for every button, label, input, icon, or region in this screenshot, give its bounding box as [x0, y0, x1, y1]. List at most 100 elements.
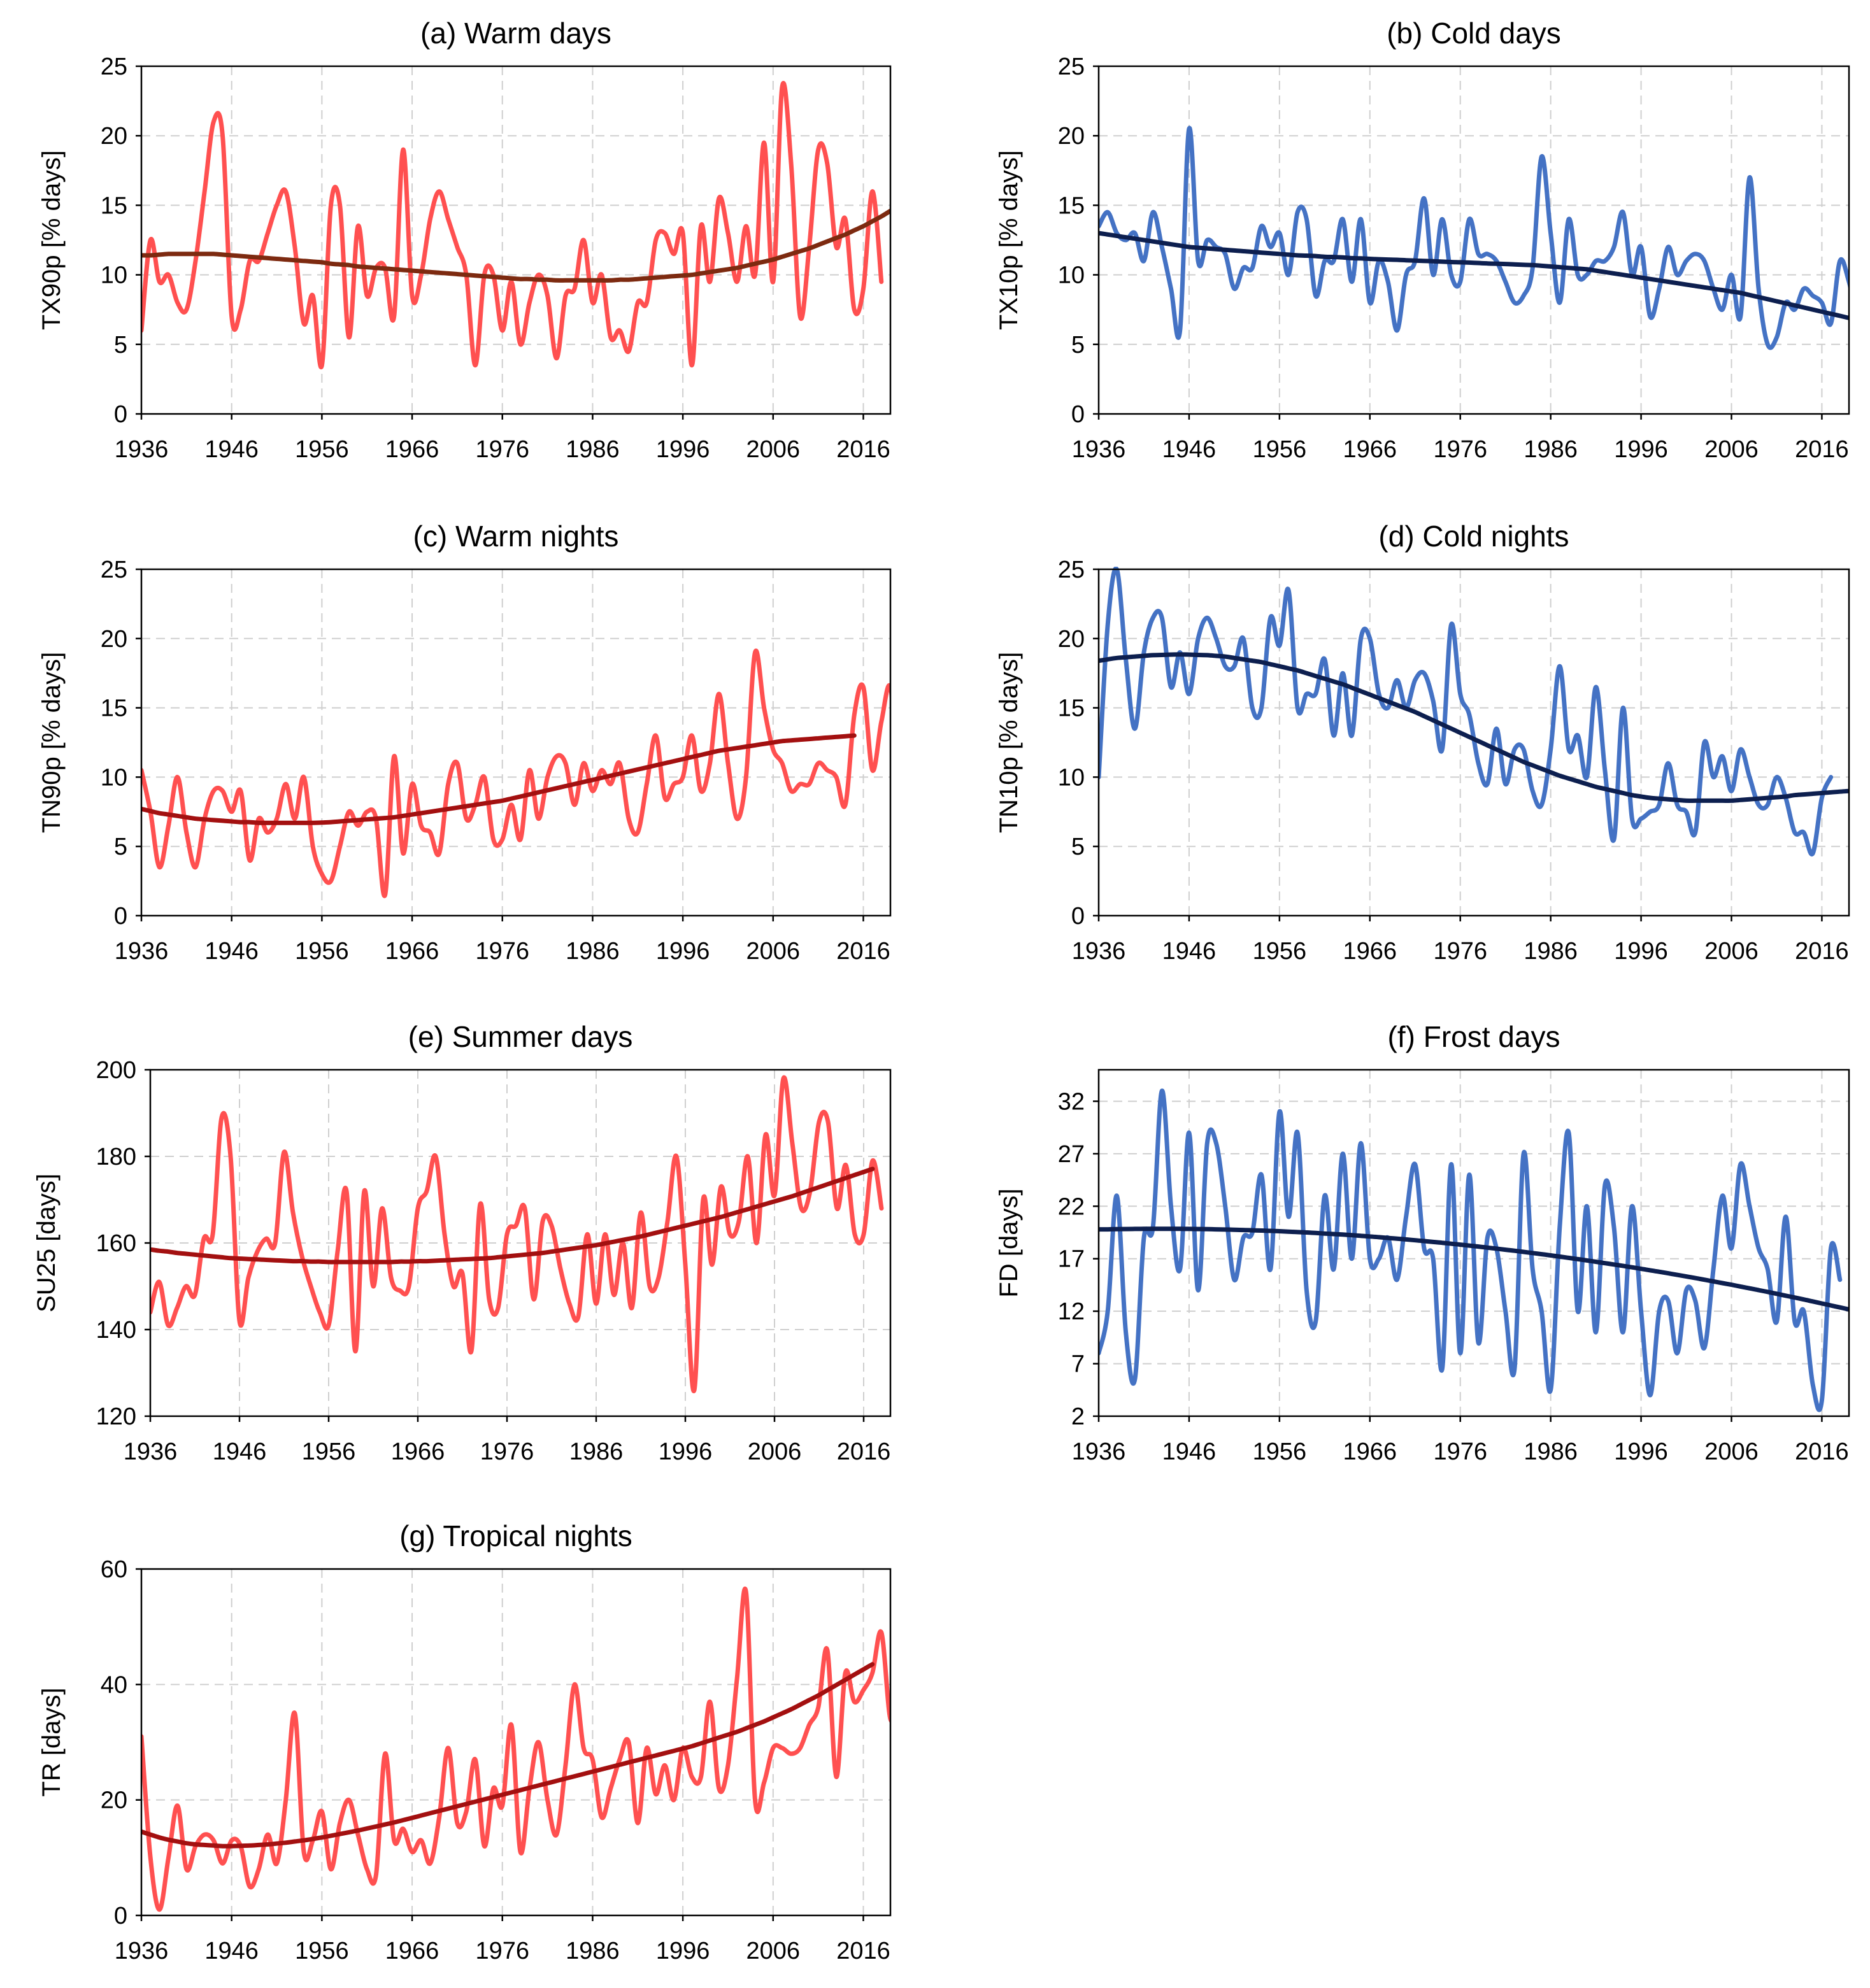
panel-e: (e) Summer days 1936 1946 1956 1966 1976 1986 1…: [32, 1020, 892, 1465]
y-tick-label: 10: [101, 262, 127, 289]
x-tick-label: 1976: [475, 1938, 529, 1964]
panel-c: (c) Warm nights 1936 1946 1956 1966 1976 1986 1…: [38, 520, 892, 965]
trend-series-line: [141, 208, 890, 283]
y-axis-label: TR [days]: [38, 1687, 66, 1796]
x-tick-label: 2016: [836, 1938, 890, 1964]
x-tick-label: 2006: [746, 436, 801, 463]
y-tick-label: 5: [1071, 332, 1085, 359]
x-tick-label: 1976: [480, 1438, 534, 1465]
chart-title: (g) Tropical nights: [399, 1519, 632, 1552]
y-tick-label: 15: [1058, 695, 1085, 722]
x-tick-label: 2006: [746, 938, 801, 965]
x-tick-label: 2016: [836, 938, 890, 965]
x-tick-label: 1966: [391, 1438, 445, 1465]
y-tick-label: 2: [1071, 1403, 1085, 1430]
plot-frame: [1097, 1069, 1850, 1417]
x-tick-label: 1996: [659, 1438, 713, 1465]
panel-f: (f) Frost days 1936 1946 1956 1966 1976 1986 19…: [995, 1020, 1850, 1465]
annual-series-line: [141, 648, 890, 898]
x-tick-label: 1956: [295, 1938, 349, 1964]
x-tick-label: 1936: [115, 436, 169, 463]
x-tick-label: 1966: [385, 1938, 439, 1964]
x-tick-label: 1966: [1343, 1438, 1397, 1465]
y-tick-label: 10: [101, 764, 127, 791]
chart-title: (c) Warm nights: [413, 520, 619, 553]
trend-series-line: [150, 1167, 875, 1265]
y-tick-label: 25: [1058, 557, 1085, 583]
y-axis-label: TX90p [% days]: [38, 150, 66, 330]
y-tick-label: 32: [1058, 1088, 1085, 1115]
x-tick-label: 1986: [566, 1938, 620, 1964]
y-tick-label: 12: [1058, 1298, 1085, 1325]
panel-b: (b) Cold days 1936 1946 1956 1966 1976 1986 199…: [995, 17, 1850, 463]
x-tick-label: 1946: [213, 1438, 267, 1465]
trend-series-line: [1099, 652, 1849, 803]
x-tick-label: 1936: [115, 938, 169, 965]
chart-title: (d) Cold nights: [1378, 520, 1569, 553]
x-tick-label: 2016: [837, 1438, 891, 1465]
y-tick-label: 5: [114, 332, 127, 359]
x-tick-label: 1946: [204, 1938, 259, 1964]
trend-series-line: [1099, 1226, 1849, 1312]
x-tick-label: 1936: [1072, 938, 1126, 965]
x-tick-label: 2006: [746, 1938, 801, 1964]
x-tick-label: 1966: [385, 938, 439, 965]
x-tick-label: 2016: [1795, 436, 1849, 463]
y-axis-label: TN90p [% days]: [38, 652, 66, 834]
x-tick-label: 1996: [1614, 938, 1668, 965]
y-axis-label: TX10p [% days]: [995, 150, 1023, 330]
x-tick-label: 1986: [1524, 938, 1578, 965]
x-tick-label: 1936: [124, 1438, 178, 1465]
chart-title: (e) Summer days: [408, 1020, 633, 1053]
x-tick-label: 1956: [1253, 1438, 1307, 1465]
plot-frame: [1097, 65, 1850, 415]
x-tick-label: 1956: [1253, 436, 1307, 463]
x-tick-label: 2006: [1704, 938, 1759, 965]
y-axis-label: FD [days]: [995, 1188, 1023, 1297]
x-tick-label: 1976: [1433, 436, 1487, 463]
trend-series-line: [141, 733, 857, 825]
y-tick-label: 25: [101, 53, 127, 80]
x-tick-label: 1986: [1524, 1438, 1578, 1465]
chart-title: (f) Frost days: [1388, 1020, 1560, 1053]
panel-d: (d) Cold nights 1936 1946 1956 1966 1976 1986 1…: [995, 520, 1850, 965]
x-tick-label: 1936: [115, 1938, 169, 1964]
x-tick-label: 1986: [1524, 436, 1578, 463]
y-tick-label: 22: [1058, 1193, 1085, 1220]
annual-series-line: [141, 1586, 890, 1912]
y-tick-label: 0: [114, 1903, 127, 1929]
x-tick-label: 1996: [656, 1938, 710, 1964]
annual-series-line: [150, 1075, 884, 1393]
y-tick-label: 0: [114, 903, 127, 930]
y-tick-label: 0: [1071, 401, 1085, 428]
chart-title: (a) Warm days: [420, 17, 611, 50]
y-tick-label: 160: [96, 1230, 136, 1257]
x-tick-label: 2016: [1795, 938, 1849, 965]
y-tick-label: 0: [1071, 903, 1085, 930]
y-tick-label: 10: [1058, 262, 1085, 289]
x-tick-label: 1976: [1433, 1438, 1487, 1465]
x-tick-label: 1956: [1253, 938, 1307, 965]
y-tick-label: 120: [96, 1403, 136, 1430]
x-tick-label: 1956: [295, 938, 349, 965]
y-tick-label: 5: [114, 834, 127, 860]
panel-g: (g) Tropical nights 1936 1946 1956 1966 1976 1…: [38, 1519, 892, 1964]
y-tick-label: 60: [101, 1556, 127, 1583]
y-tick-label: 17: [1058, 1246, 1085, 1273]
x-tick-label: 1976: [475, 436, 529, 463]
y-tick-label: 20: [101, 123, 127, 150]
y-tick-label: 10: [1058, 764, 1085, 791]
plot-frame: [140, 568, 892, 917]
y-tick-label: 20: [101, 1787, 127, 1814]
plot-frame: [1097, 568, 1850, 917]
y-tick-label: 27: [1058, 1141, 1085, 1168]
annual-series-line: [1099, 1088, 1843, 1412]
plot-frame: [140, 1568, 892, 1917]
x-tick-label: 2006: [1704, 1438, 1759, 1465]
y-tick-label: 7: [1071, 1351, 1085, 1378]
x-tick-label: 1986: [566, 436, 620, 463]
y-tick-label: 200: [96, 1057, 136, 1084]
y-tick-label: 25: [101, 557, 127, 583]
y-tick-label: 40: [101, 1672, 127, 1698]
